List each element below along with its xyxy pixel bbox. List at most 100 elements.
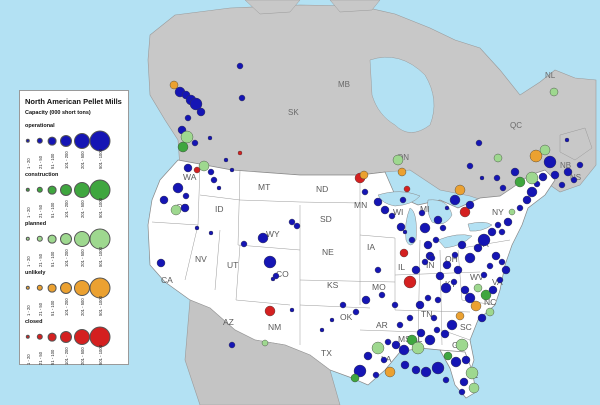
label-nc: NC	[484, 297, 496, 307]
mill-marker-operational	[464, 252, 476, 264]
mill-marker-operational	[182, 192, 190, 200]
legend-swatch	[25, 285, 31, 291]
mill-marker-operational	[461, 355, 471, 365]
legend-swatch	[47, 332, 57, 342]
legend-swatch	[89, 130, 111, 152]
mill-marker-operational	[449, 194, 461, 206]
mill-marker-construction	[350, 373, 360, 383]
mill-marker-operational	[440, 282, 452, 294]
label-wv: WV	[470, 272, 484, 282]
legend-range-label: 101 - 200	[64, 347, 69, 365]
mill-marker-operational	[210, 176, 218, 184]
legend-subtitle: Capacity (000 short tons)	[25, 110, 91, 116]
mill-marker-operational	[388, 212, 396, 220]
legend-swatch	[74, 133, 90, 149]
mill-marker-operational	[499, 184, 507, 192]
mill-marker-operational	[564, 137, 570, 143]
label-co: CO	[276, 269, 289, 279]
mill-marker-operational	[319, 327, 325, 333]
mill-marker-operational	[451, 251, 459, 259]
legend-range-label: 501 - 1000	[98, 344, 103, 365]
mill-marker-operational	[194, 225, 200, 231]
mill-marker-operational	[431, 361, 445, 375]
mill-marker-operational	[473, 243, 483, 253]
mill-marker-operational	[433, 326, 441, 334]
mill-marker-planned	[508, 208, 516, 216]
legend-range-label: 101 - 200	[64, 298, 69, 316]
mill-marker-operational	[288, 218, 296, 226]
legend-range-label: 51 - 100	[50, 202, 55, 218]
newfoundland	[559, 127, 593, 161]
mill-marker-operational	[444, 205, 450, 211]
mill-marker-construction	[514, 176, 526, 188]
legend-row-operational: 1 - 20 21 - 50 51 - 100 101 - 200 201 - 500 5…	[20, 130, 130, 169]
legend-row-closed: 1 - 20 21 - 50 51 - 100 101 - 200 201 - 500 5…	[20, 326, 130, 365]
mill-marker-operational	[475, 139, 483, 147]
legend-range-label: 501 - 1000	[98, 148, 103, 169]
mill-marker-operational	[491, 251, 501, 261]
legend-range-label: 101 - 200	[64, 200, 69, 218]
legend-swatch	[89, 179, 111, 201]
mill-marker-operational	[433, 215, 443, 225]
legend-range-label: 1 - 20	[26, 305, 31, 316]
mill-marker-closed	[193, 166, 201, 174]
mill-marker-planned	[525, 171, 539, 185]
mill-marker-operational	[458, 388, 466, 396]
lake-huron	[427, 199, 453, 225]
legend-range-label: 201 - 500	[80, 151, 85, 169]
mill-marker-operational	[498, 258, 506, 266]
mill-marker-planned	[455, 338, 469, 352]
label-ms: MS	[398, 334, 411, 344]
legend-category-closed: closed	[25, 319, 43, 325]
legend-swatch	[36, 333, 44, 341]
mill-marker-operational	[408, 236, 416, 244]
legend-swatch	[36, 186, 44, 194]
mill-marker-operational	[238, 94, 246, 102]
mill-marker-operational	[236, 62, 244, 70]
mill-marker-operational	[396, 321, 404, 329]
legend-category-unlikely: unlikely	[25, 270, 46, 276]
mill-marker-operational	[450, 356, 462, 368]
mill-marker-operational	[191, 139, 199, 147]
mill-marker-operational	[576, 161, 584, 169]
lake-michigan	[405, 207, 417, 246]
legend-range-label: 501 - 1000	[98, 197, 103, 218]
mill-marker-operational	[430, 314, 438, 322]
mill-marker-operational	[434, 296, 442, 304]
label-on: ON	[397, 153, 409, 162]
label-ks: KS	[327, 280, 339, 290]
mill-marker-operational	[184, 114, 192, 122]
label-mi: MI	[420, 204, 429, 214]
mill-marker-closed	[237, 150, 243, 156]
mill-marker-operational	[289, 307, 295, 313]
mill-marker-operational	[183, 163, 193, 173]
mill-marker-operational	[418, 209, 426, 217]
legend-box: North American Pellet Mills Capacity (00…	[19, 90, 129, 365]
label-sd: SD	[320, 214, 332, 224]
hudson-bay	[369, 56, 435, 133]
label-wy: WY	[266, 229, 280, 239]
legend-category-construction: construction	[25, 172, 59, 178]
mill-marker-closed	[403, 275, 417, 289]
mill-marker-operational	[399, 196, 407, 204]
mill-marker-operational	[196, 107, 206, 117]
mill-marker-operational	[487, 227, 497, 237]
mill-marker-unlikely	[359, 170, 369, 180]
mill-marker-operational	[406, 314, 414, 322]
label-nd: ND	[316, 184, 328, 194]
mill-marker-operational	[380, 205, 390, 215]
mill-marker-planned	[371, 341, 385, 355]
mill-marker-operational	[374, 266, 382, 274]
arctic-island	[244, 0, 301, 15]
legend-range-label: 201 - 500	[80, 347, 85, 365]
legend-swatch	[60, 184, 72, 196]
mill-marker-operational	[361, 188, 369, 196]
mill-marker-operational	[435, 271, 445, 281]
legend-swatch	[89, 326, 111, 348]
legend-range-label: 201 - 500	[80, 298, 85, 316]
mill-marker-operational	[424, 294, 432, 302]
mill-marker-operational	[363, 351, 373, 361]
mill-marker-operational	[156, 258, 166, 268]
mill-marker-operational	[391, 340, 401, 350]
mill-marker-operational	[432, 236, 440, 244]
